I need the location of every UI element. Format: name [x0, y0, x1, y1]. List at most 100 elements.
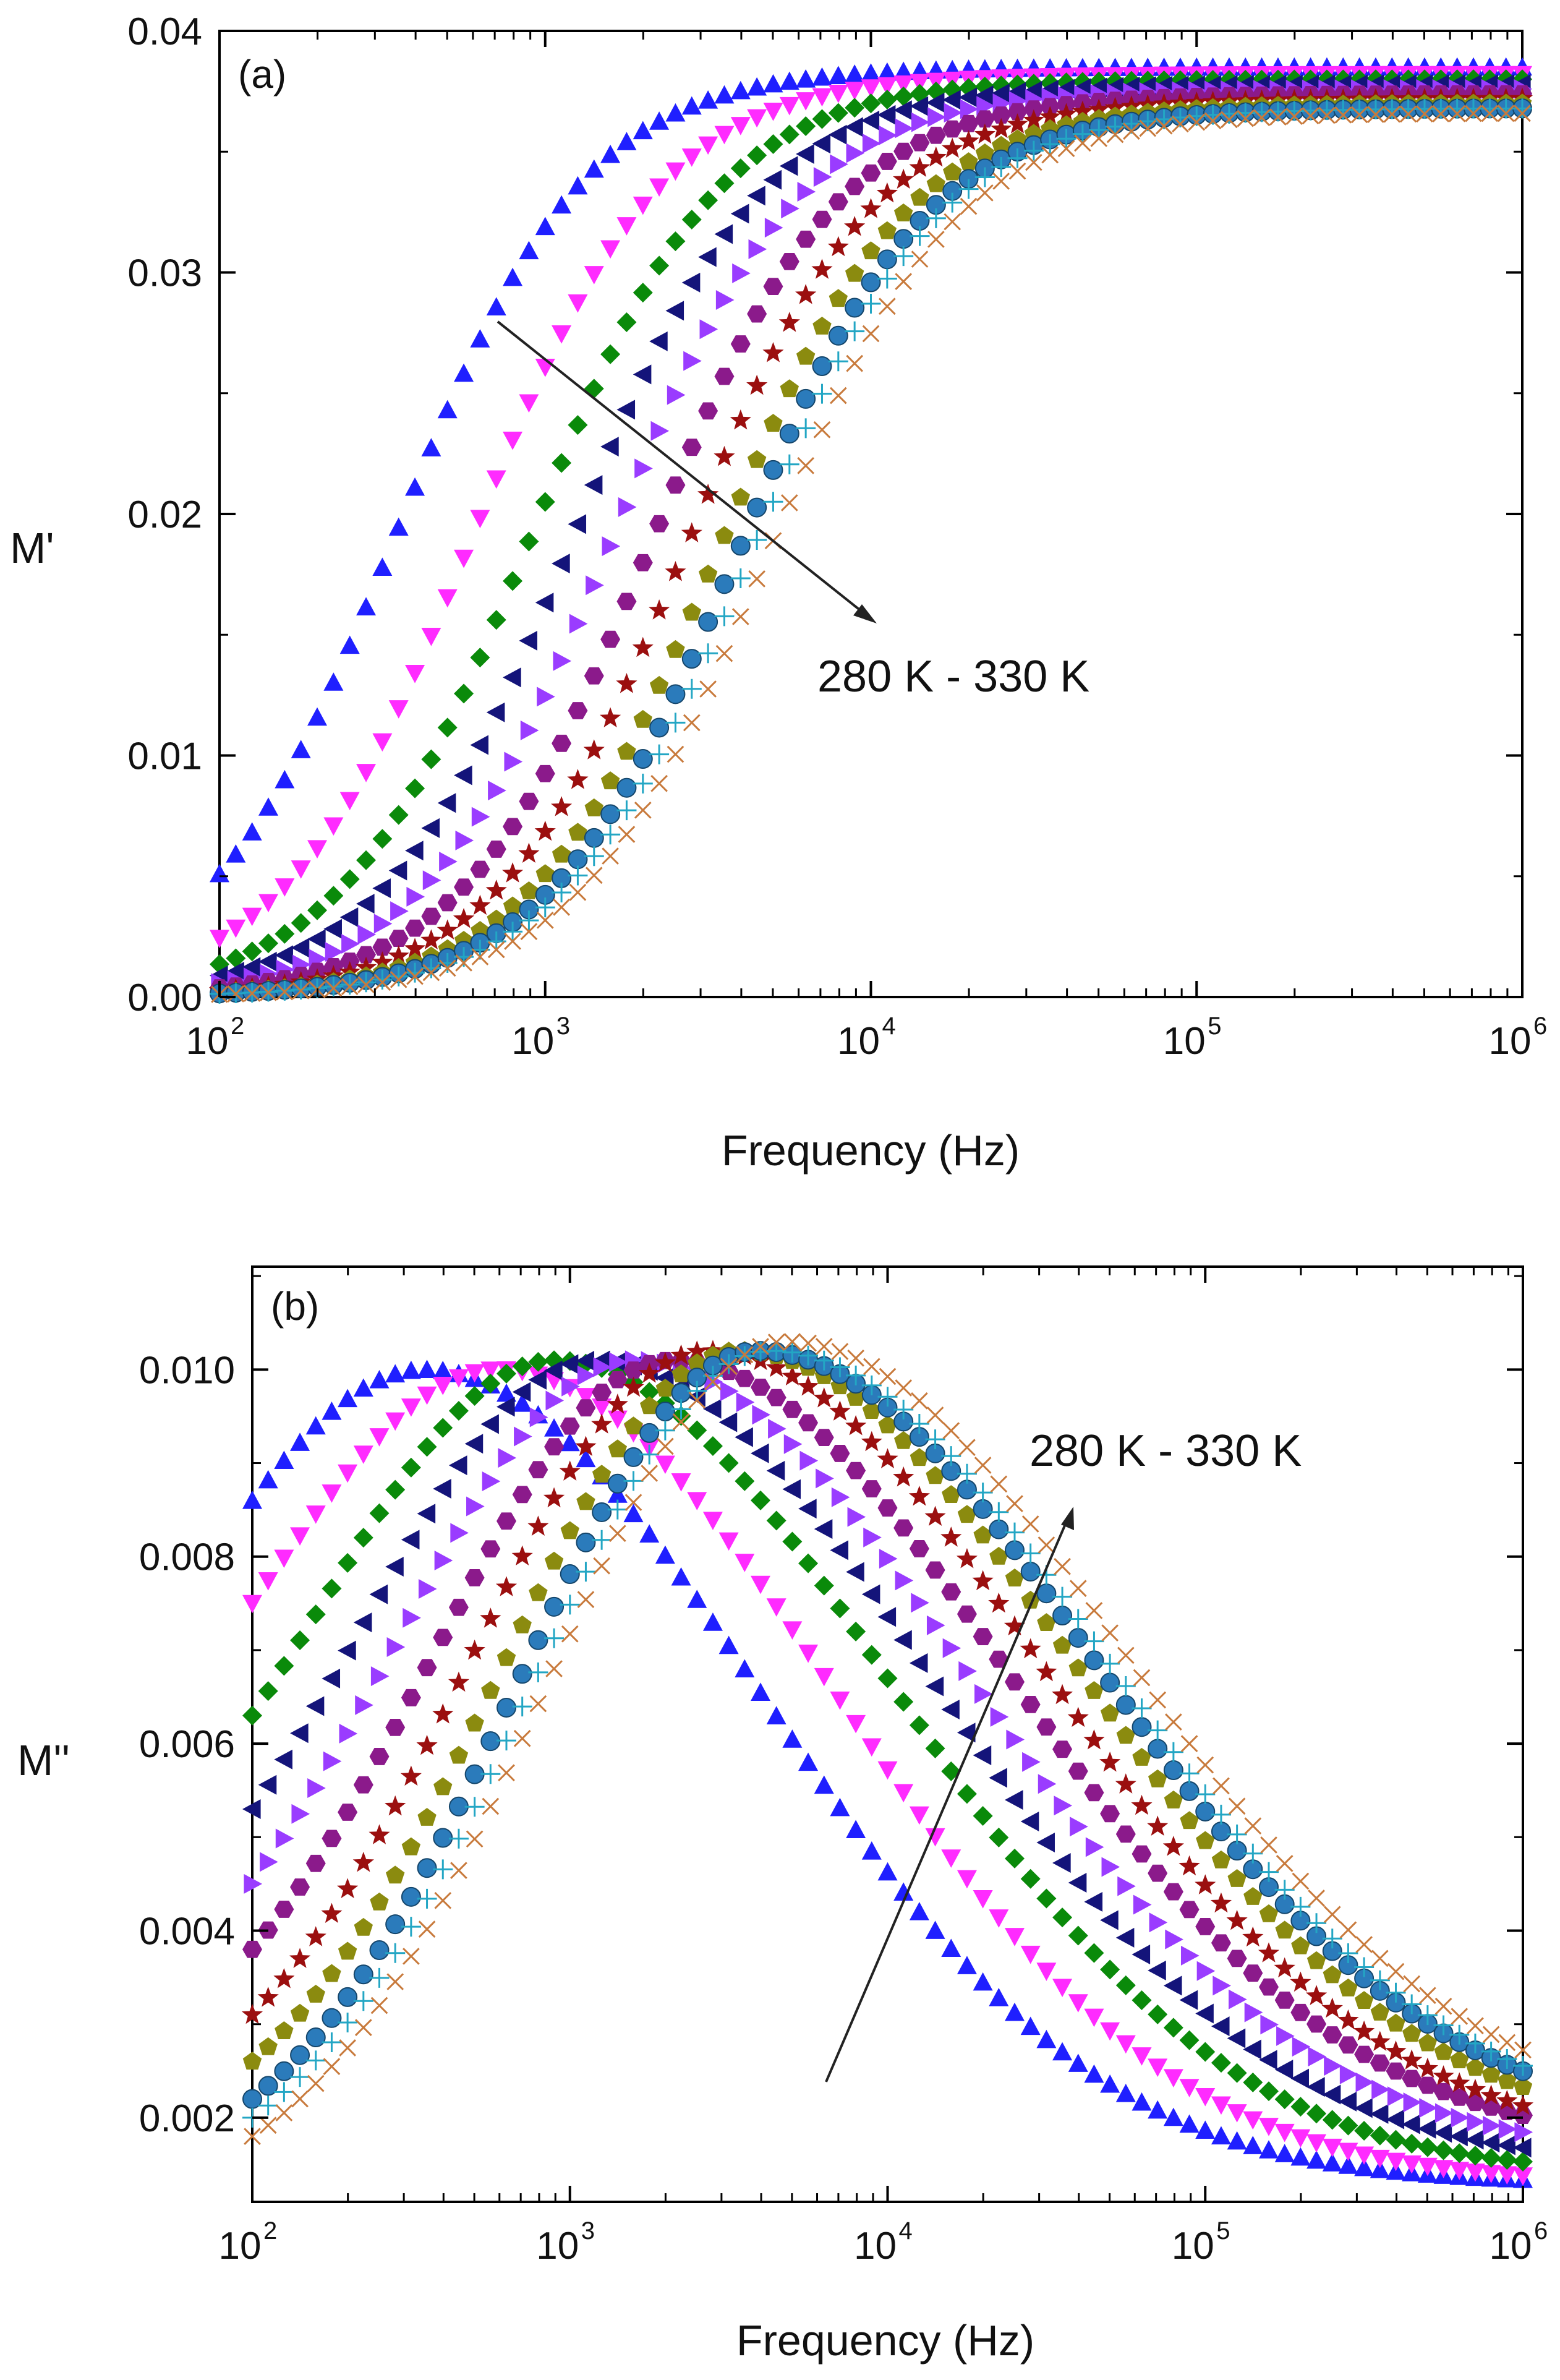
data-point [607, 1484, 628, 1503]
data-point [352, 1851, 374, 1872]
data-point [1210, 1892, 1232, 1913]
data-point [814, 1775, 834, 1794]
data-point [258, 2037, 278, 2055]
data-point [339, 907, 359, 927]
data-point [633, 283, 653, 303]
data-point [1337, 2009, 1359, 2030]
data-point [782, 1342, 803, 1363]
data-point [1005, 1790, 1023, 1810]
data-point [681, 272, 701, 293]
data-point [941, 1446, 961, 1466]
data-point [925, 1561, 945, 1579]
data-point [1417, 2137, 1438, 2157]
data-point [633, 709, 652, 728]
data-point [403, 1607, 421, 1628]
data-point [617, 742, 636, 760]
data-point [846, 354, 864, 372]
panel-a-y-axis-title: M' [10, 524, 54, 572]
data-point [1323, 1906, 1341, 1924]
y-tick-label: 0.004 [139, 1911, 235, 1953]
data-point [1051, 1684, 1073, 1705]
data-point [535, 764, 555, 782]
data-point [273, 1967, 295, 1988]
data-point [323, 817, 344, 836]
data-point [291, 1804, 310, 1824]
data-point [481, 1680, 500, 1699]
data-point [815, 1338, 833, 1355]
data-point [290, 1630, 310, 1650]
data-point [649, 255, 670, 276]
data-point [1088, 98, 1110, 119]
data-point [655, 1379, 675, 1397]
data-point [498, 1448, 516, 1468]
data-point [1259, 1978, 1279, 1996]
data-point [1402, 2024, 1421, 2042]
data-point [1355, 2072, 1375, 2092]
data-point [649, 178, 670, 197]
data-point [1292, 2037, 1311, 2057]
data-point [1179, 1781, 1200, 1801]
data-point [227, 985, 245, 1003]
data-point [747, 109, 767, 128]
data-point [417, 1807, 437, 1826]
series-310-k [241, 1340, 1534, 2115]
data-point [877, 1387, 898, 1407]
data-point [766, 1389, 786, 1406]
data-point [401, 1530, 420, 1550]
data-point [1163, 2107, 1183, 2126]
data-point [1085, 1602, 1103, 1619]
data-point [1148, 2100, 1168, 2119]
data-point [798, 1752, 819, 1771]
data-point [1339, 1978, 1358, 1997]
data-point [401, 1457, 421, 1478]
data-point [1448, 105, 1466, 122]
data-point [665, 231, 686, 252]
data-point [405, 919, 425, 937]
data-point [877, 77, 897, 96]
data-point [433, 1478, 451, 1499]
series-290-k [242, 1350, 1533, 2172]
data-point [244, 1873, 262, 1894]
data-point [1115, 1975, 1136, 1995]
data-point [600, 630, 621, 648]
data-point [275, 878, 295, 897]
data-point [512, 1382, 531, 1402]
data-point [276, 983, 294, 1001]
data-point [552, 734, 572, 752]
x-tick-label-exponent: 6 [1533, 1012, 1547, 1040]
data-point [1354, 2146, 1375, 2165]
data-point [454, 765, 472, 785]
data-point [1188, 113, 1206, 131]
data-point [878, 1415, 897, 1434]
data-point [1195, 1918, 1216, 1935]
data-point [1354, 2045, 1375, 2063]
data-point [576, 1351, 595, 1371]
data-point [420, 929, 442, 950]
panel-a-annotation-arrow [497, 320, 872, 620]
data-point [437, 793, 456, 813]
data-point [688, 1353, 707, 1371]
data-point [1052, 1979, 1073, 1998]
data-point [639, 1524, 660, 1543]
data-point [1433, 2015, 1454, 2035]
data-point [338, 1640, 356, 1661]
data-point [355, 1695, 373, 1715]
data-point [1306, 1951, 1326, 1969]
series-305-k [242, 1351, 1533, 2125]
data-point [416, 1734, 438, 1755]
data-point [1481, 2041, 1501, 2061]
data-point [568, 823, 587, 841]
data-point [1052, 1740, 1073, 1758]
data-point [763, 103, 783, 121]
data-point [406, 967, 424, 985]
data-point [1354, 2098, 1373, 2118]
data-point [520, 923, 538, 940]
data-point [730, 80, 751, 100]
data-point [909, 1653, 928, 1673]
data-point [401, 1837, 421, 1856]
y-tick-label: 0.010 [139, 1349, 235, 1392]
data-point [763, 74, 783, 93]
data-point [1339, 2064, 1358, 2084]
data-point [623, 1504, 644, 1523]
